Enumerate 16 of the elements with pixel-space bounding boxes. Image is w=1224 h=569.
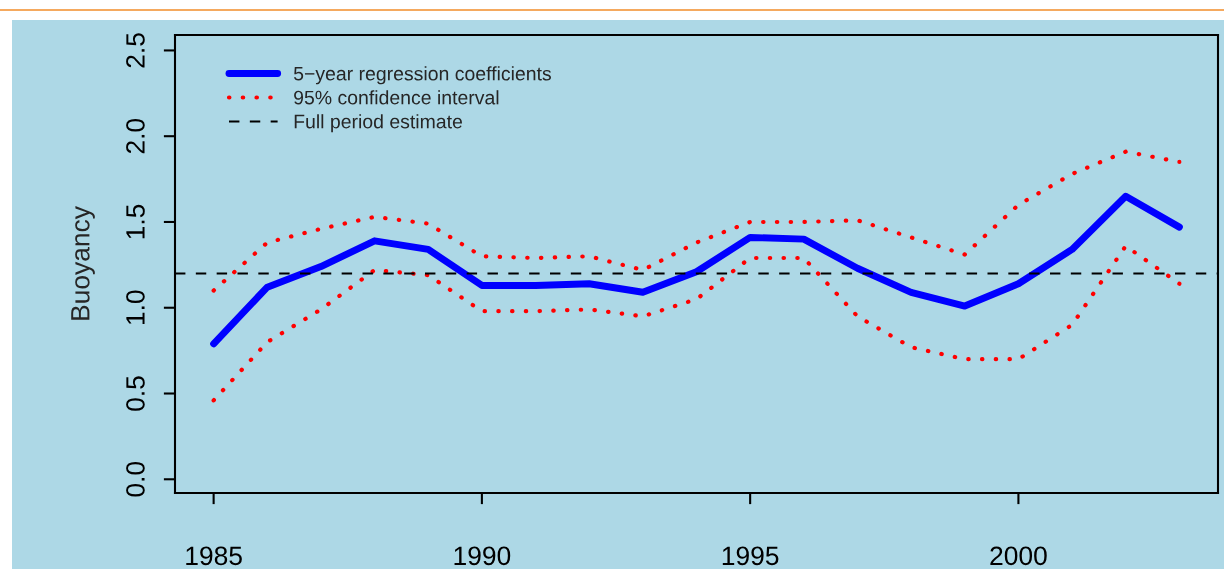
legend-label: Full period estimate <box>294 114 462 133</box>
x-tick-label: 1990 <box>454 546 511 566</box>
line-series <box>211 243 1182 403</box>
y-tick-label: 0.5 <box>126 376 145 411</box>
legend-label: 95% confidence interval <box>294 90 499 105</box>
legend-label: 5−year regression coefficients <box>293 66 551 85</box>
x-tick-label: 2000 <box>990 546 1047 566</box>
y-tick-label: 2.5 <box>126 33 145 68</box>
y-tick-label: 2.0 <box>126 118 145 154</box>
y-axis-title: Buoyancy <box>71 206 95 320</box>
y-tick-label: 0.0 <box>126 461 145 497</box>
x-tick-label: 1985 <box>186 546 242 566</box>
y-tick-label: 1.5 <box>126 204 145 239</box>
line-series <box>211 149 1182 293</box>
y-tick-label: 1.0 <box>126 290 145 325</box>
x-tick-label: 1995 <box>722 546 779 566</box>
